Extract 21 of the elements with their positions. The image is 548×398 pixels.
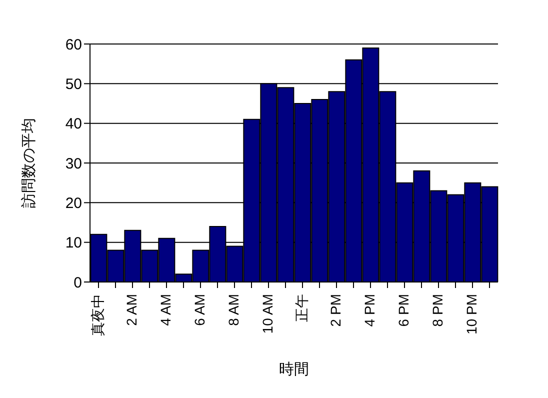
x-tick-label: 2 PM [328,294,344,327]
x-tick-label: 真夜中 [90,294,106,336]
x-tick-label: 4 AM [158,294,174,326]
y-tick-label: 60 [65,36,82,54]
x-tick-label: 6 PM [396,294,412,327]
x-tick-label: 10 PM [464,294,480,334]
x-tick-label: 8 AM [226,294,242,326]
x-tick-label: 8 PM [430,294,446,327]
y-tick-label: 10 [65,234,82,252]
x-tick-label: 10 AM [260,294,276,334]
y-tick-label: 30 [65,155,82,172]
x-axis-title: 時間 [279,361,309,378]
y-axis-title: 訪問数の平均 [20,118,38,208]
y-tick-label: 0 [74,274,82,292]
y-tick-label: 40 [65,116,82,133]
x-tick-label: 正午 [294,294,310,322]
y-tick-label: 50 [65,76,82,93]
x-tick-label: 2 AM [124,294,140,326]
x-tick-label: 4 PM [362,294,378,327]
x-tick-label: 6 AM [192,294,208,326]
y-tick-label: 20 [65,194,82,212]
